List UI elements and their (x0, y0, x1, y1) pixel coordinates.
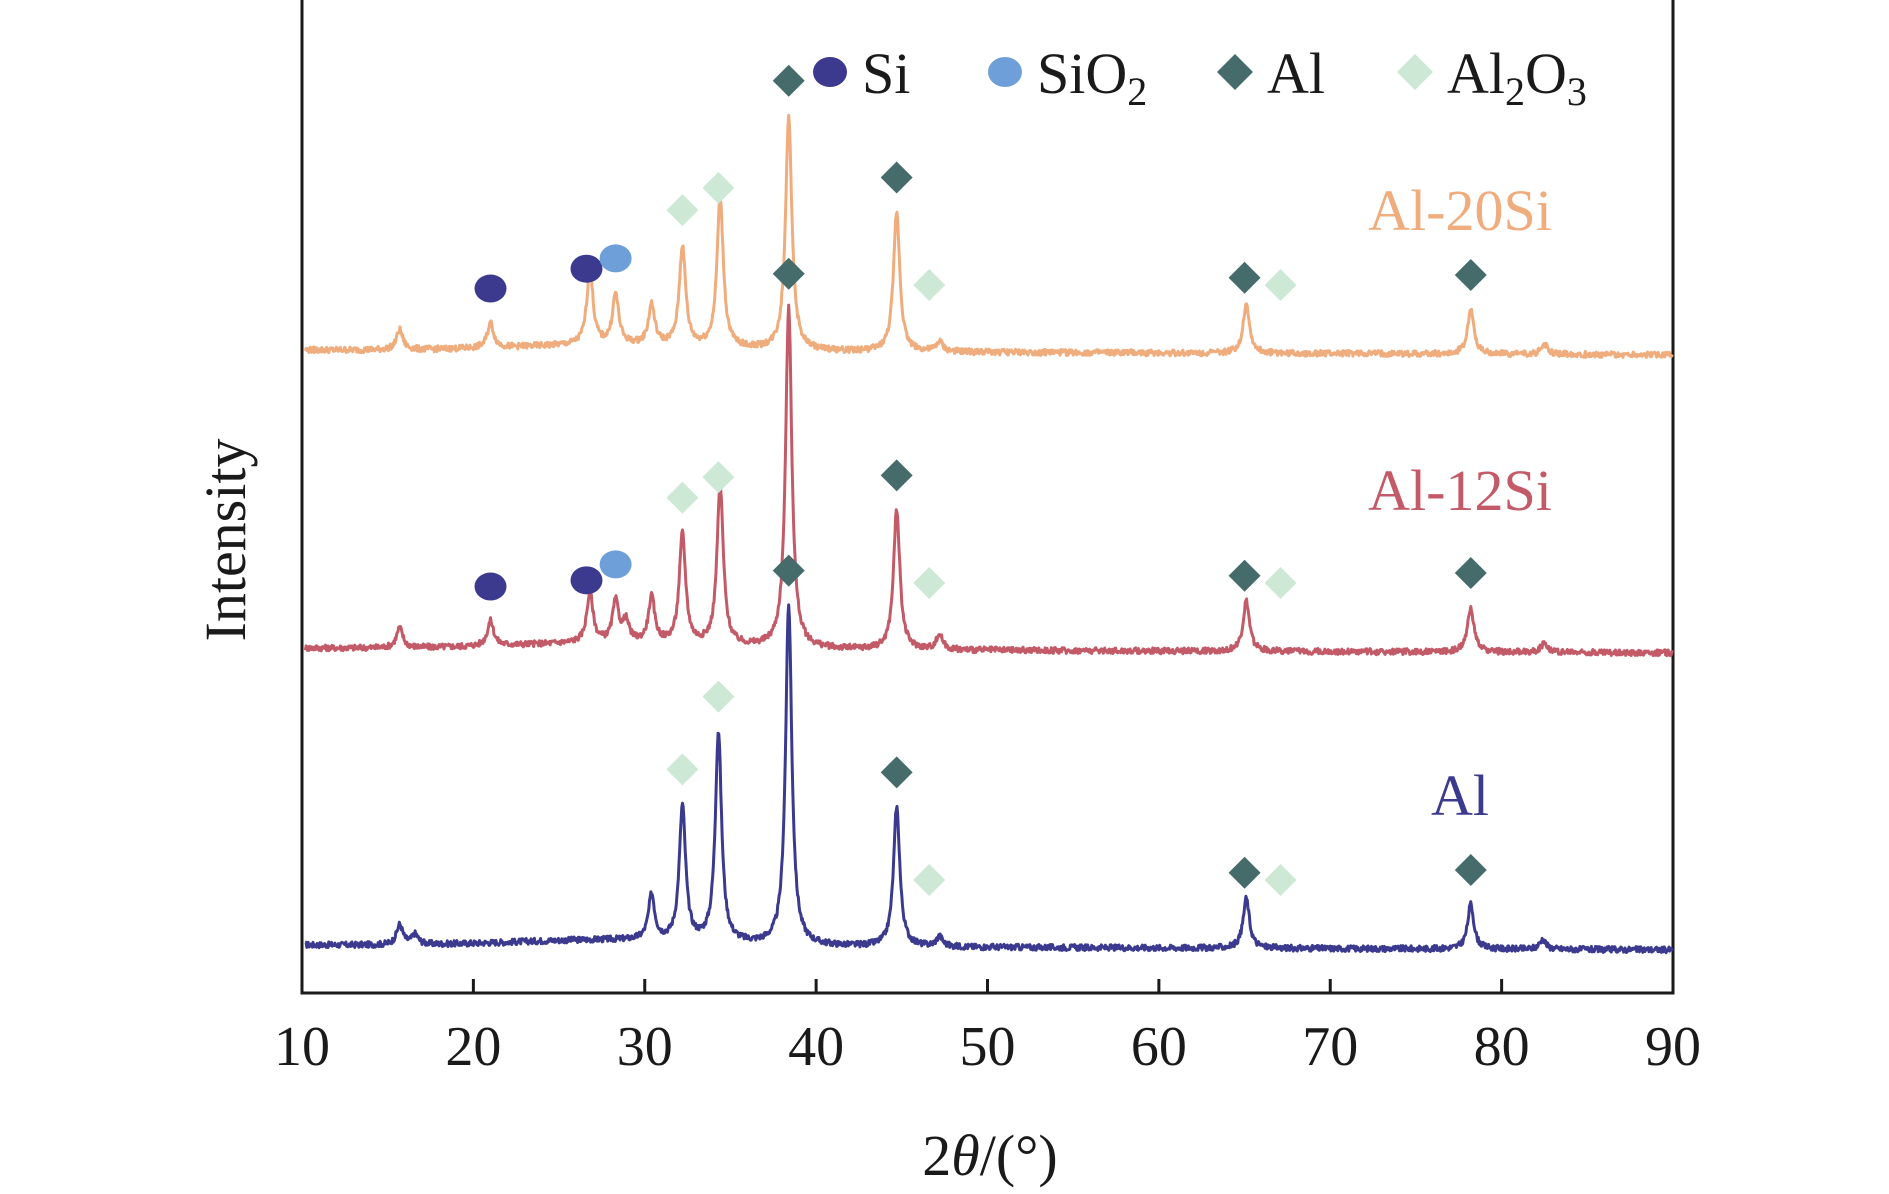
x-tick-label: 60 (1131, 1016, 1187, 1078)
x-axis: 10 20 30 40 50 60 70 80 90 (274, 979, 1701, 1078)
x-axis-label: 2θ/(°) (922, 1123, 1057, 1188)
phase-marker-sio2 (599, 550, 632, 579)
phase-marker-al (772, 257, 805, 290)
phase-marker-si (474, 572, 507, 601)
phase-marker-al (880, 459, 913, 492)
phase-marker-al2o3 (913, 269, 946, 301)
phase-marker-al (880, 161, 913, 194)
x-tick-label: 90 (1645, 1016, 1701, 1078)
phase-marker-al2o3 (666, 481, 699, 514)
phase-marker-al2o3 (666, 194, 699, 227)
series-layer (303, 113, 1674, 955)
phase-marker-al2o3 (913, 864, 946, 896)
legend: Si SiO2 Al Al2O3 (813, 41, 1587, 114)
series-label-al: Al (1431, 763, 1489, 828)
series-line-al-20si (303, 113, 1674, 359)
legend-label: Al (1267, 41, 1325, 106)
phase-marker-si (570, 566, 603, 595)
phase-marker-al2o3 (702, 171, 735, 204)
series-line-al (304, 603, 1674, 955)
phase-marker-al (772, 554, 805, 587)
phase-marker-al (1228, 856, 1261, 889)
legend-label: Si (862, 41, 910, 106)
x-tick-label: 10 (274, 1016, 330, 1078)
phase-marker-al2o3 (666, 753, 699, 786)
series-label-al-20si: Al-20Si (1368, 178, 1552, 243)
phase-marker-al (1454, 854, 1487, 887)
x-tick-label: 50 (960, 1016, 1016, 1078)
y-axis-label: Intensity (193, 439, 258, 642)
legend-marker (813, 57, 847, 87)
phase-marker-al (772, 64, 805, 97)
series-label-layer: Al Al-12Si Al-20Si (1368, 178, 1552, 828)
phase-marker-al (1228, 261, 1261, 294)
x-tick-label: 80 (1474, 1016, 1530, 1078)
phase-marker-al2o3 (913, 567, 946, 599)
phase-marker-layer (474, 64, 1487, 896)
phase-marker-si (570, 254, 603, 283)
phase-marker-al2o3 (1264, 269, 1297, 301)
x-tick-label: 20 (445, 1016, 501, 1078)
phase-marker-al2o3 (1264, 864, 1297, 896)
x-tick-label: 30 (617, 1016, 673, 1078)
x-tick-label: 70 (1302, 1016, 1358, 1078)
legend-marker (988, 57, 1022, 87)
legend-label: Al2O3 (1447, 41, 1587, 114)
series-label-al-12si: Al-12Si (1368, 458, 1552, 523)
phase-marker-al2o3 (1264, 567, 1297, 599)
series-line-al-12si (303, 303, 1674, 658)
phase-marker-al (1454, 557, 1487, 590)
legend-marker (1217, 54, 1253, 90)
phase-marker-al2o3 (702, 461, 735, 494)
phase-marker-si (474, 274, 507, 303)
phase-marker-al (880, 756, 913, 789)
phase-marker-sio2 (599, 244, 632, 273)
legend-label: SiO2 (1037, 41, 1147, 114)
phase-marker-al2o3 (702, 680, 735, 713)
legend-marker (1397, 54, 1433, 90)
phase-marker-al (1228, 559, 1261, 592)
phase-marker-al (1454, 259, 1487, 292)
x-tick-label: 40 (788, 1016, 844, 1078)
